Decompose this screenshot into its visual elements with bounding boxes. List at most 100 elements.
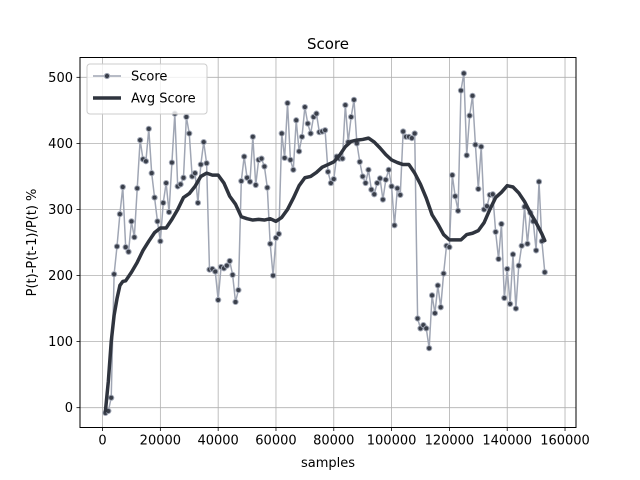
data-point-score: [382, 176, 389, 183]
data-point-score: [533, 247, 540, 254]
data-point-score: [215, 296, 222, 304]
data-point-score: [148, 170, 155, 177]
data-point-score: [261, 163, 268, 170]
data-point-score: [356, 158, 363, 165]
data-point-score: [269, 272, 277, 279]
data-point-score: [278, 130, 285, 137]
data-point-score: [125, 248, 132, 255]
data-point-score: [391, 222, 398, 229]
data-point-score: [408, 135, 415, 142]
data-point-score: [365, 166, 372, 173]
data-point-score: [160, 199, 167, 206]
data-point-score: [327, 179, 334, 187]
data-point-score: [258, 155, 265, 162]
data-point-score: [388, 183, 395, 190]
data-point-score: [142, 158, 149, 165]
data-point-score: [518, 242, 525, 249]
data-point-score: [212, 268, 219, 275]
data-point-score: [281, 154, 288, 162]
data-point-score: [200, 138, 207, 146]
data-point-score: [249, 133, 256, 140]
data-point-score: [235, 286, 242, 294]
data-point-score: [151, 194, 158, 201]
data-point-score: [191, 170, 199, 177]
data-point-score: [385, 166, 392, 173]
y-axis-label: P(t)-P(t-1)/P(t) %: [25, 189, 40, 297]
x-tick-label: 80000: [313, 434, 354, 449]
data-point-score: [128, 218, 135, 225]
data-point-score: [501, 294, 508, 302]
data-point-score: [414, 315, 421, 322]
data-point-score: [165, 209, 173, 216]
data-point-score: [452, 193, 459, 200]
data-point-score: [301, 103, 308, 111]
axes-frame: [79, 57, 577, 428]
legend-label-avg-score: Avg Score: [131, 92, 196, 107]
data-point-score: [131, 234, 138, 241]
data-point-score: [119, 183, 126, 191]
data-point-score: [440, 270, 447, 277]
data-point-score: [180, 174, 187, 181]
data-point-score: [267, 240, 274, 247]
data-point-score: [431, 310, 439, 317]
data-point-score: [423, 325, 430, 332]
data-point-score: [238, 177, 245, 185]
data-point-score: [446, 244, 453, 251]
data-point-score: [116, 210, 123, 218]
data-point-score: [437, 304, 444, 311]
x-tick-label: 120000: [425, 434, 475, 449]
x-tick-label: 100000: [367, 434, 417, 449]
data-point-score: [197, 161, 204, 168]
x-tick-label: 140000: [482, 434, 532, 449]
data-point-score: [504, 265, 511, 273]
data-point-score: [287, 156, 294, 164]
data-point-score: [454, 207, 462, 214]
data-point-score: [272, 234, 280, 241]
data-point-score: [322, 127, 329, 134]
series-line-avg-score: [103, 136, 547, 413]
data-point-score: [489, 191, 496, 198]
data-point-score: [226, 257, 233, 265]
data-point-score: [515, 262, 522, 269]
x-axis: 0 20000 40000 60000 80000 100000 120000 140000 1…: [98, 427, 590, 449]
legend-marker-score: [103, 72, 111, 80]
data-point-score: [223, 262, 230, 269]
data-point-score: [449, 172, 456, 179]
data-point-score: [507, 300, 514, 308]
data-point-score: [463, 152, 470, 159]
data-point-score: [252, 181, 259, 189]
y-tick-label: 400: [48, 137, 73, 152]
data-point-score: [246, 178, 254, 185]
data-point-score: [492, 228, 499, 236]
data-point-score: [376, 175, 384, 182]
y-tick-label: 100: [48, 335, 73, 350]
data-point-score: [368, 186, 375, 193]
data-point-score: [304, 120, 311, 127]
data-point-score: [186, 130, 193, 137]
data-point-score: [275, 230, 282, 238]
data-point-score: [426, 345, 433, 352]
data-point-score: [154, 218, 161, 225]
data-point-score: [397, 191, 404, 199]
data-point-score: [371, 191, 378, 198]
data-point-score: [495, 255, 502, 263]
data-point-score: [541, 269, 548, 276]
x-tick-label: 40000: [197, 434, 238, 449]
data-point-score: [203, 160, 210, 167]
data-point-score: [168, 159, 176, 166]
x-axis-label: samples: [301, 456, 355, 471]
y-tick-label: 300: [48, 203, 73, 218]
data-point-score: [293, 117, 300, 124]
data-point-score: [498, 220, 505, 228]
data-point-score: [469, 92, 476, 99]
data-point-score: [307, 130, 314, 137]
data-point-score: [348, 113, 355, 121]
data-point-score: [411, 130, 418, 137]
plot-area: [102, 70, 548, 417]
data-point-score: [264, 184, 271, 191]
data-point-score: [478, 143, 485, 150]
data-point-score: [241, 153, 248, 160]
data-point-score: [524, 240, 531, 247]
data-point-score: [428, 292, 436, 299]
data-point-score: [350, 96, 358, 103]
